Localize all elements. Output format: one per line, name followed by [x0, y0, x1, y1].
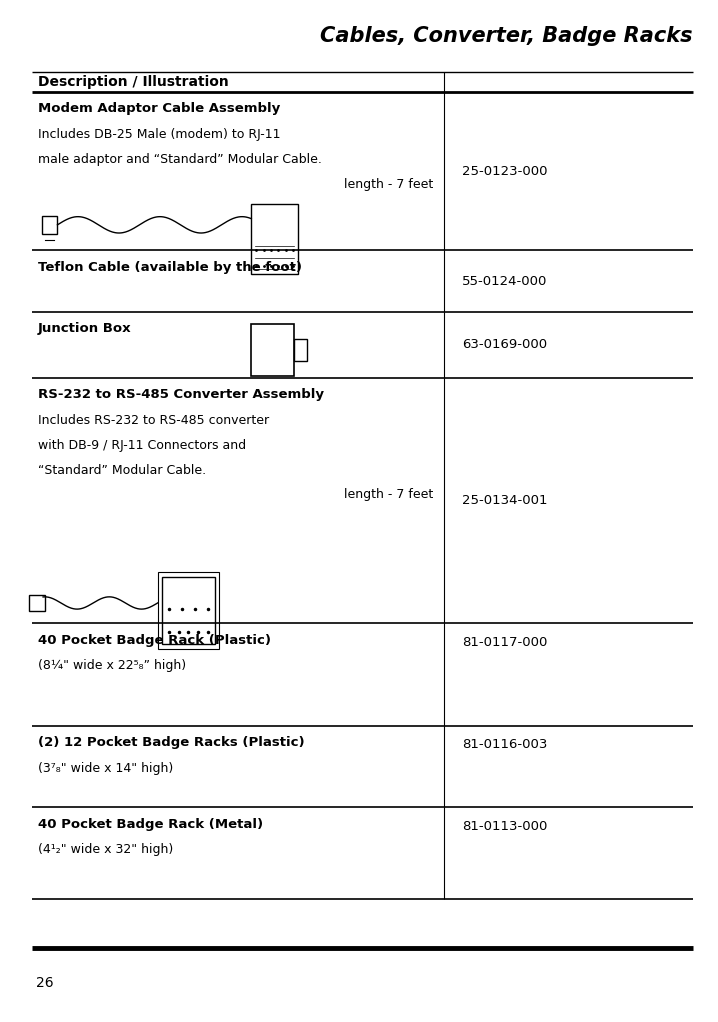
- Text: 25-0123-000: 25-0123-000: [462, 165, 547, 178]
- Text: 55-0124-000: 55-0124-000: [462, 275, 547, 287]
- Text: “Standard” Modular Cable.: “Standard” Modular Cable.: [38, 464, 206, 476]
- Bar: [162, 577, 215, 644]
- Text: length - 7 feet: length - 7 feet: [344, 178, 433, 190]
- Text: 81-0113-000: 81-0113-000: [462, 820, 547, 833]
- Text: Junction Box: Junction Box: [38, 322, 131, 335]
- Text: 81-0116-003: 81-0116-003: [462, 738, 547, 751]
- Text: 63-0169-000: 63-0169-000: [462, 338, 547, 352]
- Text: Teflon Cable (available by the foot): Teflon Cable (available by the foot): [38, 261, 302, 274]
- Text: Description / Illustration: Description / Illustration: [38, 75, 229, 89]
- Text: Modem Adaptor Cable Assembly: Modem Adaptor Cable Assembly: [38, 102, 280, 115]
- Text: 81-0117-000: 81-0117-000: [462, 636, 547, 649]
- Text: 40 Pocket Badge Rack (Plastic): 40 Pocket Badge Rack (Plastic): [38, 634, 271, 647]
- Text: length - 7 feet: length - 7 feet: [344, 489, 433, 502]
- Text: 26: 26: [36, 976, 54, 990]
- Bar: [42, 216, 57, 234]
- Text: Cables, Converter, Badge Racks: Cables, Converter, Badge Racks: [320, 26, 693, 46]
- Text: (3⁷₈" wide x 14" high): (3⁷₈" wide x 14" high): [38, 761, 173, 775]
- Text: RS-232 to RS-485 Converter Assembly: RS-232 to RS-485 Converter Assembly: [38, 388, 324, 402]
- Text: Includes RS-232 to RS-485 converter: Includes RS-232 to RS-485 converter: [38, 414, 269, 427]
- Text: 25-0134-001: 25-0134-001: [462, 495, 547, 507]
- Bar: [251, 204, 298, 274]
- Bar: [251, 324, 294, 375]
- Text: with DB-9 / RJ-11 Connectors and: with DB-9 / RJ-11 Connectors and: [38, 439, 246, 452]
- Text: Includes DB-25 Male (modem) to RJ-11: Includes DB-25 Male (modem) to RJ-11: [38, 128, 281, 141]
- Bar: [29, 595, 45, 611]
- Bar: [294, 338, 307, 361]
- Text: (8¼" wide x 22⁵₈” high): (8¼" wide x 22⁵₈” high): [38, 659, 186, 672]
- Text: male adaptor and “Standard” Modular Cable.: male adaptor and “Standard” Modular Cabl…: [38, 152, 322, 166]
- Text: (4¹₂" wide x 32" high): (4¹₂" wide x 32" high): [38, 843, 173, 856]
- Text: (2) 12 Pocket Badge Racks (Plastic): (2) 12 Pocket Badge Racks (Plastic): [38, 736, 304, 749]
- Text: 40 Pocket Badge Rack (Metal): 40 Pocket Badge Rack (Metal): [38, 818, 264, 831]
- Bar: [158, 572, 219, 649]
